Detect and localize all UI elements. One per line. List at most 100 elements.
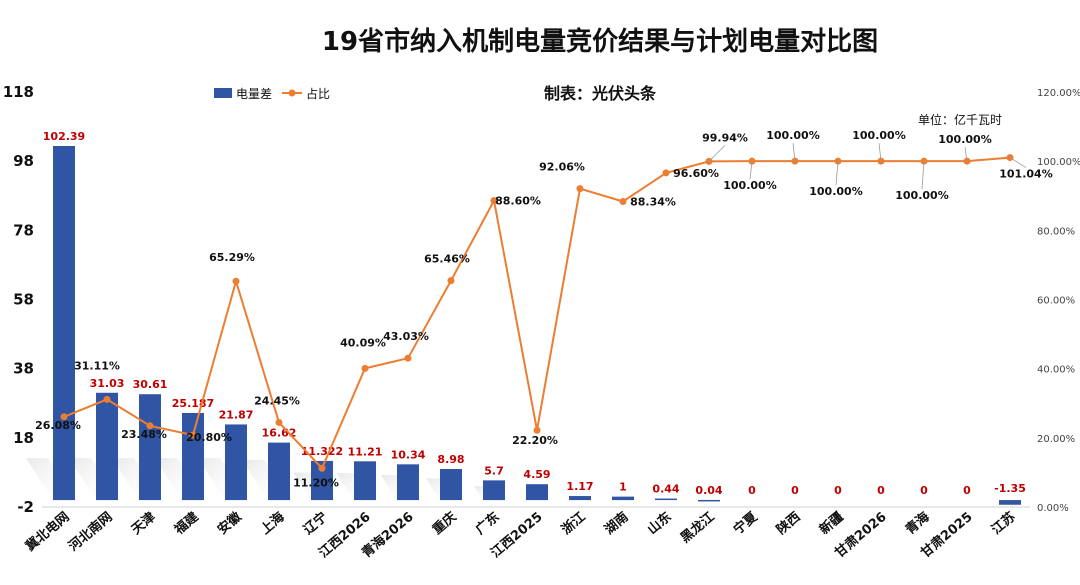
y-right-tick: 20.00% xyxy=(1037,434,1075,445)
line-value-label: 24.45% xyxy=(254,394,300,407)
bar xyxy=(397,464,419,501)
line-value-label: 100.00% xyxy=(766,129,819,142)
y-left-tick: 38 xyxy=(13,360,34,378)
x-category-label: 广东 xyxy=(472,509,502,538)
bar xyxy=(440,469,462,501)
line-point xyxy=(447,277,455,285)
bar-value-label: 11.21 xyxy=(348,445,383,458)
bar-value-label: 4.59 xyxy=(523,468,550,481)
x-category-label: 天津 xyxy=(128,509,158,538)
bar-value-label: 0 xyxy=(791,484,799,497)
line-value-label: 65.46% xyxy=(424,253,470,266)
line-point xyxy=(146,422,154,430)
x-category-label: 江苏 xyxy=(988,509,1018,538)
bar-value-label: 0 xyxy=(877,484,885,497)
legend-line-marker xyxy=(288,89,296,97)
bar-value-label: 31.03 xyxy=(90,377,125,390)
bar-value-label: 25.187 xyxy=(172,397,214,410)
x-category-label: 黑龙江 xyxy=(677,509,717,546)
line-labels: 26.08% 31.11% 23.48% 20.80% 65.29% 24.45% 11.2… xyxy=(35,129,1053,489)
line-value-label: 96.60% xyxy=(673,167,719,180)
line-value-label: 23.48% xyxy=(121,428,167,441)
chart-title: 19省市纳入机制电量竞价结果与计划电量对比图 xyxy=(322,26,878,57)
y-right-tick: 0.00% xyxy=(1037,503,1069,514)
line-value-label: 99.94% xyxy=(702,131,748,144)
bar xyxy=(569,496,591,501)
line-value-label: 100.00% xyxy=(723,179,776,192)
line-point xyxy=(60,413,68,421)
bar-value-label: 102.39 xyxy=(43,130,85,143)
bar-value-label: -1.35 xyxy=(994,482,1026,495)
y-left-tick: 98 xyxy=(13,152,34,170)
bar-value-label: 0 xyxy=(834,484,842,497)
bar xyxy=(225,424,247,501)
line-value-label: 22.20% xyxy=(512,434,558,447)
y-right-tick: 40.00% xyxy=(1037,365,1075,376)
line-value-label: 40.09% xyxy=(340,336,386,349)
label-leader xyxy=(878,143,882,162)
line-point xyxy=(404,354,412,362)
line-value-label: 11.20% xyxy=(293,476,339,489)
y-right-tick: 80.00% xyxy=(1037,226,1075,237)
line-point xyxy=(361,364,369,372)
bar-value-label: 16.62 xyxy=(262,427,297,440)
line-point xyxy=(490,197,498,205)
x-category-label: 山东 xyxy=(644,509,674,538)
line-point xyxy=(619,197,627,205)
bar-series xyxy=(53,145,1021,505)
source-note: 制表：光伏头条 xyxy=(544,84,657,103)
line-value-label: 65.29% xyxy=(209,251,255,264)
line-point xyxy=(318,464,326,472)
line-value-label: 88.34% xyxy=(630,195,676,208)
label-leader xyxy=(921,161,925,190)
bar xyxy=(483,480,505,501)
legend-line-label: 占比 xyxy=(306,86,330,101)
label-leader xyxy=(708,145,726,162)
legend-bar-label: 电量差 xyxy=(236,87,272,101)
x-category-label: 重庆 xyxy=(429,509,459,538)
y-left-tick: 78 xyxy=(13,221,34,239)
bar-value-label: 0 xyxy=(963,484,971,497)
bar-value-label: 0.04 xyxy=(695,484,722,497)
bar xyxy=(999,500,1021,505)
x-category-label: 宁夏 xyxy=(730,508,761,538)
line-value-label: 101.04% xyxy=(999,168,1052,181)
y-left-tick: 58 xyxy=(13,291,34,309)
y-right-tick: 100.00% xyxy=(1037,157,1080,168)
x-category-label: 浙江 xyxy=(558,509,588,538)
line-series xyxy=(60,154,1014,472)
bar-value-label: 5.7 xyxy=(484,464,504,477)
bar xyxy=(139,394,161,501)
bar-value-label: 11.322 xyxy=(301,445,343,458)
line-point xyxy=(103,395,111,403)
line-value-label: 31.11% xyxy=(74,359,120,372)
x-category-label: 青海 xyxy=(902,509,932,538)
line-value-label: 43.03% xyxy=(383,330,429,343)
y-right-tick: 60.00% xyxy=(1037,296,1075,307)
y-right-tick: 120.00% xyxy=(1037,88,1080,99)
label-leader xyxy=(1009,157,1027,168)
bar xyxy=(96,392,118,501)
bar xyxy=(182,412,204,501)
y-left-tick: -2 xyxy=(17,498,34,516)
label-leader xyxy=(749,161,753,180)
bar xyxy=(612,496,634,501)
label-leader xyxy=(964,147,968,162)
x-category-label: 陕西 xyxy=(773,509,803,538)
line-value-label: 100.00% xyxy=(938,133,991,146)
x-category-label: 安徽 xyxy=(214,508,245,538)
line-point xyxy=(232,277,240,285)
line-point xyxy=(189,431,197,439)
line-point xyxy=(662,169,670,177)
bar xyxy=(655,498,677,501)
line-value-label: 92.06% xyxy=(539,161,585,174)
bar-value-label: 1 xyxy=(619,481,627,494)
line-point xyxy=(275,418,283,426)
line-value-label: 100.00% xyxy=(809,185,862,198)
y-axis-right: 120.00% 100.00% 80.00% 60.00% 40.00% 20.00% 0.… xyxy=(1037,88,1080,514)
line-value-label: 20.80% xyxy=(186,431,232,444)
legend: 电量差 占比 xyxy=(214,86,330,101)
line-value-label: 100.00% xyxy=(852,129,905,142)
x-category-label: 新疆 xyxy=(816,509,846,538)
y-left-tick: 118 xyxy=(3,83,34,101)
